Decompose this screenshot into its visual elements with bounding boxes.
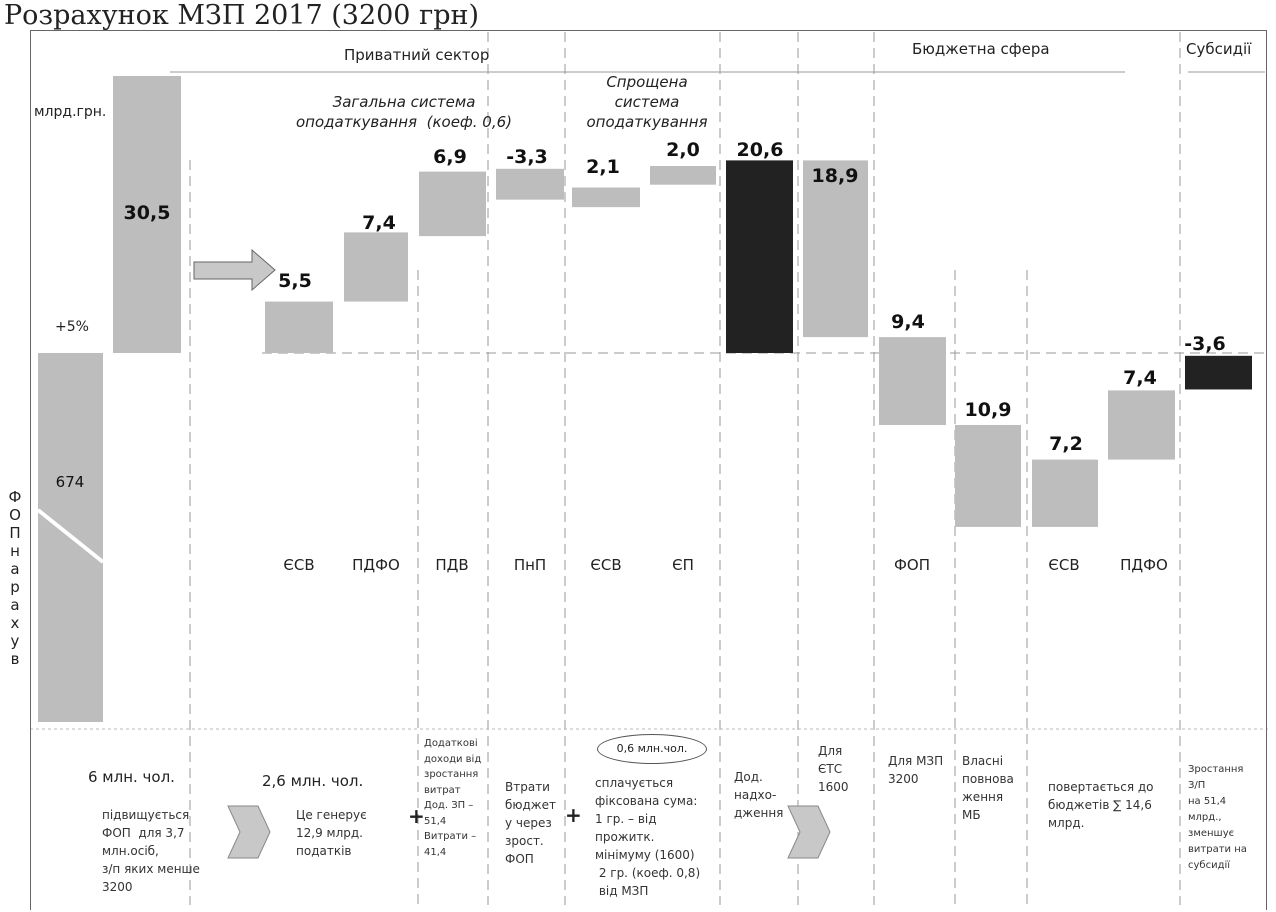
note-own-powers: Власні повнова ження МБ (962, 754, 1014, 822)
bar-value-label-4: -3,3 (506, 146, 548, 168)
note-subsidy: Зростання З/П на 51,4 млрд., зменшує вит… (1188, 764, 1247, 871)
section-subsidies: Субсидії (1186, 40, 1252, 58)
page-title: Розрахунок МЗП 2017 (3200 грн) (4, 0, 480, 31)
pct-label: +5% (55, 319, 89, 335)
bar-increase-label: 30,5 (124, 202, 171, 224)
category-label-9: ФОП (894, 556, 930, 574)
bar-value-label-8: 18,9 (812, 165, 859, 187)
simplified-system-label: Спрощена система оподаткування (586, 73, 708, 131)
bar-7 (726, 160, 793, 353)
note-fixed-sum: сплачується фіксована сума: 1 гр. – від … (595, 776, 701, 898)
grid-lines (30, 32, 1268, 905)
bar-4 (496, 168, 564, 200)
category-label-4: ПнП (514, 556, 546, 574)
note-add-revenue: Дод. надхо- дження (734, 770, 784, 820)
oval-label: 0,6 млн.чол. (597, 734, 707, 764)
bottom-six-mln: 6 млн. чол. (88, 768, 175, 786)
category-label-11: ЄСВ (1048, 556, 1079, 574)
axis-break-mark (36, 508, 105, 564)
plus-sign-2: + (565, 803, 582, 827)
note-generates: Це генерує 12,9 млрд. податків (296, 808, 367, 858)
bar-value-label-12: 7,4 (1123, 367, 1157, 389)
note-for-ets: Для ЄТС 1600 (818, 744, 849, 794)
note-for-mzp: Для МЗП 3200 (888, 754, 944, 786)
category-label-12: ПДФО (1120, 556, 1168, 574)
category-label-3: ПДВ (435, 556, 468, 574)
bar-10 (955, 424, 1021, 527)
bar-9 (879, 337, 946, 425)
category-label-5: ЄСВ (590, 556, 621, 574)
category-label-6: ЄП (672, 556, 694, 574)
bottom-two-six-mln: 2,6 млн. чол. (262, 772, 364, 790)
bar-value-label-10: 10,9 (965, 399, 1012, 421)
bar-12 (1108, 390, 1175, 460)
bar-value-label-11: 7,2 (1049, 433, 1083, 455)
bar-value-label-5: 2,1 (586, 156, 620, 178)
plus-sign-1: + (408, 804, 425, 828)
bars (38, 76, 1252, 722)
bar-value-label-9: 9,4 (891, 311, 925, 333)
bar-8 (803, 160, 868, 338)
bar-11 (1032, 459, 1098, 527)
general-system-label: Загальна система оподаткування (коеф. 0,… (296, 93, 512, 131)
note-budget-loss: Втрати бюджет у через зрост. ФОП (505, 780, 556, 866)
chevron-arrow-1 (227, 805, 271, 859)
bar-value-label-3: 6,9 (433, 146, 467, 168)
section-budget: Бюджетна сфера (912, 40, 1050, 58)
chevron-arrow-2 (787, 805, 831, 859)
bar-13 (1185, 355, 1252, 390)
bar-value-label-13: -3,6 (1184, 333, 1226, 355)
bar-3 (419, 171, 486, 237)
note-raise: підвищується ФОП для 3,7 млн.осіб, з/п я… (102, 808, 200, 894)
category-label-1: ЄСВ (283, 556, 314, 574)
bar-value-label-1: 5,5 (278, 270, 312, 292)
unit-label: млрд.грн. (34, 104, 107, 120)
bar-5 (572, 187, 640, 208)
fop-vertical-label: ФОП нарахув (8, 488, 22, 668)
bar-value-label-7: 20,6 (737, 139, 784, 161)
bar-value-label-2: 7,4 (362, 212, 396, 234)
note-returns: повертається до бюджетів ∑ 14,6 млрд. (1048, 780, 1154, 830)
bar-6 (650, 166, 716, 185)
bar-value-label-6: 2,0 (666, 139, 700, 161)
oval-text: 0,6 млн.чол. (616, 742, 688, 755)
flow-arrow (193, 248, 276, 292)
bar-increase (113, 76, 181, 353)
section-private: Приватний сектор (344, 46, 490, 64)
bar-2 (344, 232, 408, 302)
category-label-2: ПДФО (352, 556, 400, 574)
decorations: 674 30,5 5,5 ЄСВ 7,4 ПДФО 6,9 ПДВ -3,3 ПнП 2,1 ЄСВ 2… (36, 139, 1226, 859)
bar-1 (265, 301, 333, 353)
bar-base-label: 674 (56, 473, 85, 491)
note-additional-income: Додаткові доходи від зростання витрат До… (424, 738, 482, 858)
